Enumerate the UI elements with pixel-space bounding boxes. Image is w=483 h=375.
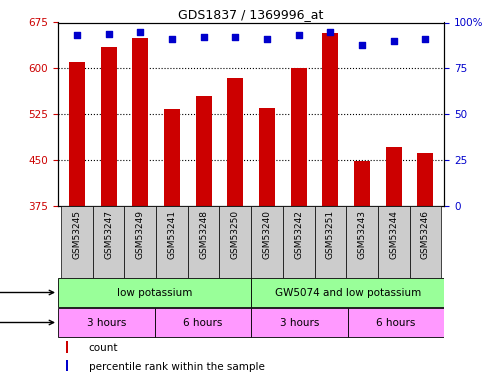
Bar: [188, 206, 219, 278]
Text: time: time: [0, 318, 54, 327]
Bar: [69, 62, 85, 206]
Bar: [283, 206, 314, 278]
Bar: [323, 33, 338, 206]
Bar: [417, 153, 433, 206]
Text: 6 hours: 6 hours: [376, 318, 416, 327]
Bar: [66, 360, 68, 371]
Point: [105, 30, 113, 36]
Bar: [348, 308, 444, 337]
Bar: [386, 147, 401, 206]
Text: GSM53242: GSM53242: [294, 210, 303, 259]
Text: GSM53251: GSM53251: [326, 210, 335, 259]
Text: GSM53241: GSM53241: [168, 210, 176, 259]
Bar: [156, 206, 188, 278]
Bar: [155, 308, 251, 337]
Point: [327, 29, 334, 35]
Bar: [227, 78, 243, 206]
Bar: [58, 278, 251, 307]
Point: [168, 36, 176, 42]
Bar: [251, 308, 348, 337]
Point: [295, 32, 302, 38]
Bar: [132, 38, 148, 206]
Text: GSM53248: GSM53248: [199, 210, 208, 259]
Bar: [164, 110, 180, 206]
Bar: [346, 206, 378, 278]
Bar: [196, 96, 212, 206]
Text: GSM53240: GSM53240: [262, 210, 271, 259]
Bar: [378, 206, 410, 278]
Title: GDS1837 / 1369996_at: GDS1837 / 1369996_at: [179, 8, 324, 21]
Text: GSM53246: GSM53246: [421, 210, 430, 259]
Bar: [125, 206, 156, 278]
Bar: [314, 206, 346, 278]
Bar: [259, 108, 275, 206]
Text: count: count: [89, 343, 118, 353]
Text: GSM53243: GSM53243: [357, 210, 367, 259]
Text: GSM53249: GSM53249: [136, 210, 145, 259]
Text: GSM53244: GSM53244: [389, 210, 398, 259]
Bar: [291, 68, 307, 206]
Text: GSM53250: GSM53250: [231, 210, 240, 259]
Bar: [354, 161, 370, 206]
Bar: [61, 206, 93, 278]
Bar: [219, 206, 251, 278]
Text: GSM53245: GSM53245: [72, 210, 82, 259]
Bar: [58, 308, 155, 337]
Bar: [410, 206, 441, 278]
Bar: [101, 47, 116, 206]
Point: [200, 34, 208, 40]
Bar: [66, 341, 68, 352]
Point: [136, 29, 144, 35]
Text: percentile rank within the sample: percentile rank within the sample: [89, 362, 265, 372]
Bar: [93, 206, 125, 278]
Point: [358, 42, 366, 48]
Point: [422, 36, 429, 42]
Point: [73, 32, 81, 38]
Bar: [251, 278, 444, 307]
Bar: [251, 206, 283, 278]
Text: GW5074 and low potassium: GW5074 and low potassium: [275, 288, 421, 297]
Text: agent: agent: [0, 288, 54, 297]
Point: [263, 36, 271, 42]
Point: [390, 38, 398, 44]
Text: low potassium: low potassium: [117, 288, 192, 297]
Point: [231, 34, 239, 40]
Text: 3 hours: 3 hours: [280, 318, 319, 327]
Text: 6 hours: 6 hours: [183, 318, 223, 327]
Text: 3 hours: 3 hours: [86, 318, 126, 327]
Text: GSM53247: GSM53247: [104, 210, 113, 259]
